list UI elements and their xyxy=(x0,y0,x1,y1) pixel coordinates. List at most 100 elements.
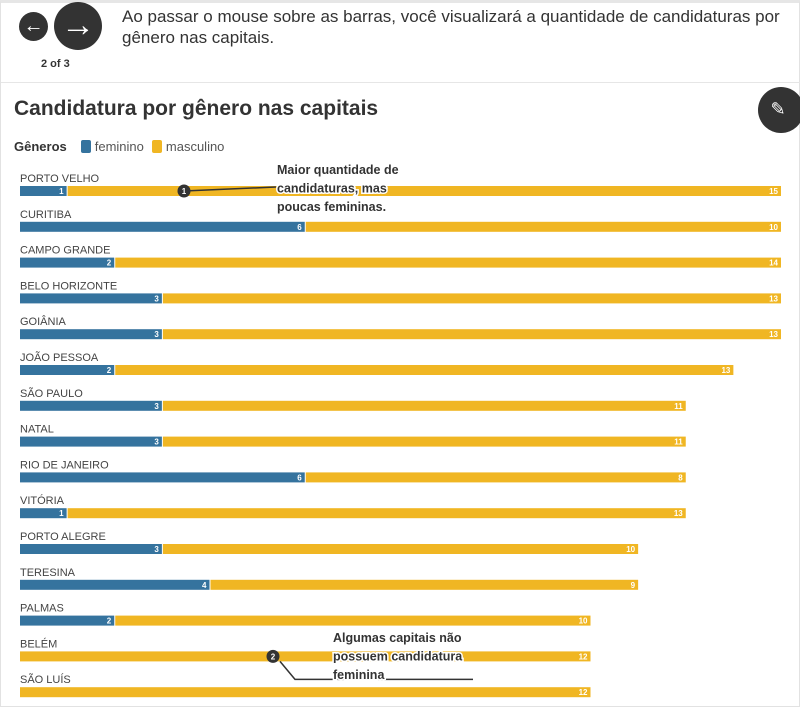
bar-masculino[interactable] xyxy=(67,508,686,519)
bar-masculino[interactable] xyxy=(115,365,734,375)
bar-feminino[interactable] xyxy=(20,579,210,590)
bar-feminino[interactable] xyxy=(20,329,162,340)
legend-item-feminino[interactable]: feminino xyxy=(80,139,144,154)
bar-masculino[interactable] xyxy=(162,436,686,447)
legend-swatch xyxy=(151,140,162,153)
value-label: 2 xyxy=(107,259,112,268)
value-label: 3 xyxy=(154,438,159,447)
value-label: 9 xyxy=(631,581,636,590)
arrow-right-icon: → xyxy=(61,6,95,44)
value-label: 1 xyxy=(59,509,64,518)
prev-button[interactable]: ← xyxy=(19,12,48,41)
value-label: 13 xyxy=(721,366,730,375)
step-counter: 2 of 3 xyxy=(41,58,70,70)
bar-masculino[interactable] xyxy=(305,221,781,232)
category-label: CURITIBA xyxy=(20,209,72,221)
category-label: RIO DE JANEIRO xyxy=(20,459,109,471)
bar-feminino[interactable] xyxy=(20,186,67,196)
bar-feminino[interactable] xyxy=(20,508,67,519)
value-label: 12 xyxy=(579,652,588,661)
category-label: SÃO LUÍS xyxy=(20,673,71,686)
value-label: 15 xyxy=(769,187,778,196)
category-label: BELO HORIZONTE xyxy=(20,280,117,292)
value-label: 14 xyxy=(769,259,778,268)
bar-feminino[interactable] xyxy=(20,221,305,232)
value-label: 11 xyxy=(674,438,683,447)
value-label: 12 xyxy=(579,688,588,697)
annotation-number: 2 xyxy=(271,652,276,661)
annotation-connector xyxy=(279,660,473,681)
bar-masculino[interactable] xyxy=(210,579,639,590)
value-label: 11 xyxy=(674,402,683,411)
bar-masculino[interactable] xyxy=(305,472,686,483)
value-label: 6 xyxy=(297,223,302,232)
annotation-text: feminina xyxy=(333,668,385,682)
bar-feminino[interactable] xyxy=(20,615,115,626)
category-label: JOÃO PESSOA xyxy=(20,351,99,364)
value-label: 4 xyxy=(202,581,207,590)
bar-masculino[interactable] xyxy=(20,651,591,662)
value-label: 1 xyxy=(59,187,64,196)
value-label: 13 xyxy=(769,294,778,303)
legend: Gêneros feminino masculino xyxy=(14,139,232,154)
value-label: 2 xyxy=(107,617,112,626)
value-label: 3 xyxy=(154,330,159,339)
value-label: 2 xyxy=(107,366,112,375)
value-label: 3 xyxy=(154,545,159,554)
bar-feminino[interactable] xyxy=(20,293,162,304)
value-label: 3 xyxy=(154,294,159,303)
annotation-text: Maior quantidade de xyxy=(277,163,399,177)
legend-swatch xyxy=(80,140,91,153)
value-label: 13 xyxy=(769,330,778,339)
category-label: GOIÂNIA xyxy=(20,315,67,328)
pencil-icon: ✎ xyxy=(770,99,786,119)
annotation-marker xyxy=(177,184,191,198)
bar-masculino[interactable] xyxy=(20,687,591,698)
value-label: 8 xyxy=(678,473,683,482)
bar-feminino[interactable] xyxy=(20,472,305,483)
value-label: 13 xyxy=(674,509,683,518)
bar-masculino[interactable] xyxy=(162,400,686,411)
annotation-number: 1 xyxy=(182,187,187,196)
category-label: BELÉM xyxy=(20,637,57,650)
arrow-left-icon: ← xyxy=(23,15,44,37)
bar-feminino[interactable] xyxy=(20,544,162,554)
category-label: PORTO ALEGRE xyxy=(20,531,106,543)
bar-masculino[interactable] xyxy=(162,293,781,304)
legend-item-masculino[interactable]: masculino xyxy=(151,139,224,154)
annotation-marker xyxy=(266,649,280,663)
category-label: TERESINA xyxy=(20,567,76,579)
category-label: PORTO VELHO xyxy=(20,173,100,185)
annotation-text: possuem candidatura xyxy=(333,650,463,664)
category-label: PALMAS xyxy=(20,603,64,615)
story-nav: ← → 2 of 3 Ao passar o mouse sobre as ba… xyxy=(1,2,800,83)
legend-title: Gêneros xyxy=(14,139,67,154)
bar-masculino[interactable] xyxy=(115,615,591,626)
annotation-connector xyxy=(183,186,277,192)
bar-feminino[interactable] xyxy=(20,365,115,375)
category-label: CAMPO GRANDE xyxy=(20,245,110,257)
value-label: 10 xyxy=(769,223,778,232)
edit-button[interactable]: ✎ xyxy=(758,87,800,133)
value-label: 6 xyxy=(297,473,302,482)
next-button[interactable]: → xyxy=(54,2,102,50)
annotation-text: Algumas capitais não xyxy=(333,631,462,645)
bar-feminino[interactable] xyxy=(20,400,162,411)
bar-masculino[interactable] xyxy=(67,186,781,196)
category-label: VITÓRIA xyxy=(20,494,65,507)
annotation-text: candidaturas, mas xyxy=(277,182,387,196)
category-label: NATAL xyxy=(20,424,54,436)
value-label: 3 xyxy=(154,402,159,411)
bar-masculino[interactable] xyxy=(162,544,639,554)
chart-title: Candidatura por gênero nas capitais xyxy=(14,97,379,120)
step-description: Ao passar o mouse sobre as barras, você … xyxy=(122,7,780,47)
value-label: 10 xyxy=(579,617,588,626)
bar-feminino[interactable] xyxy=(20,257,115,268)
bar-masculino[interactable] xyxy=(115,257,781,268)
bar-masculino[interactable] xyxy=(162,329,781,340)
value-label: 10 xyxy=(626,545,635,554)
bar-feminino[interactable] xyxy=(20,436,162,447)
annotation-text: poucas femininas. xyxy=(277,200,386,214)
category-label: SÃO PAULO xyxy=(20,387,83,400)
